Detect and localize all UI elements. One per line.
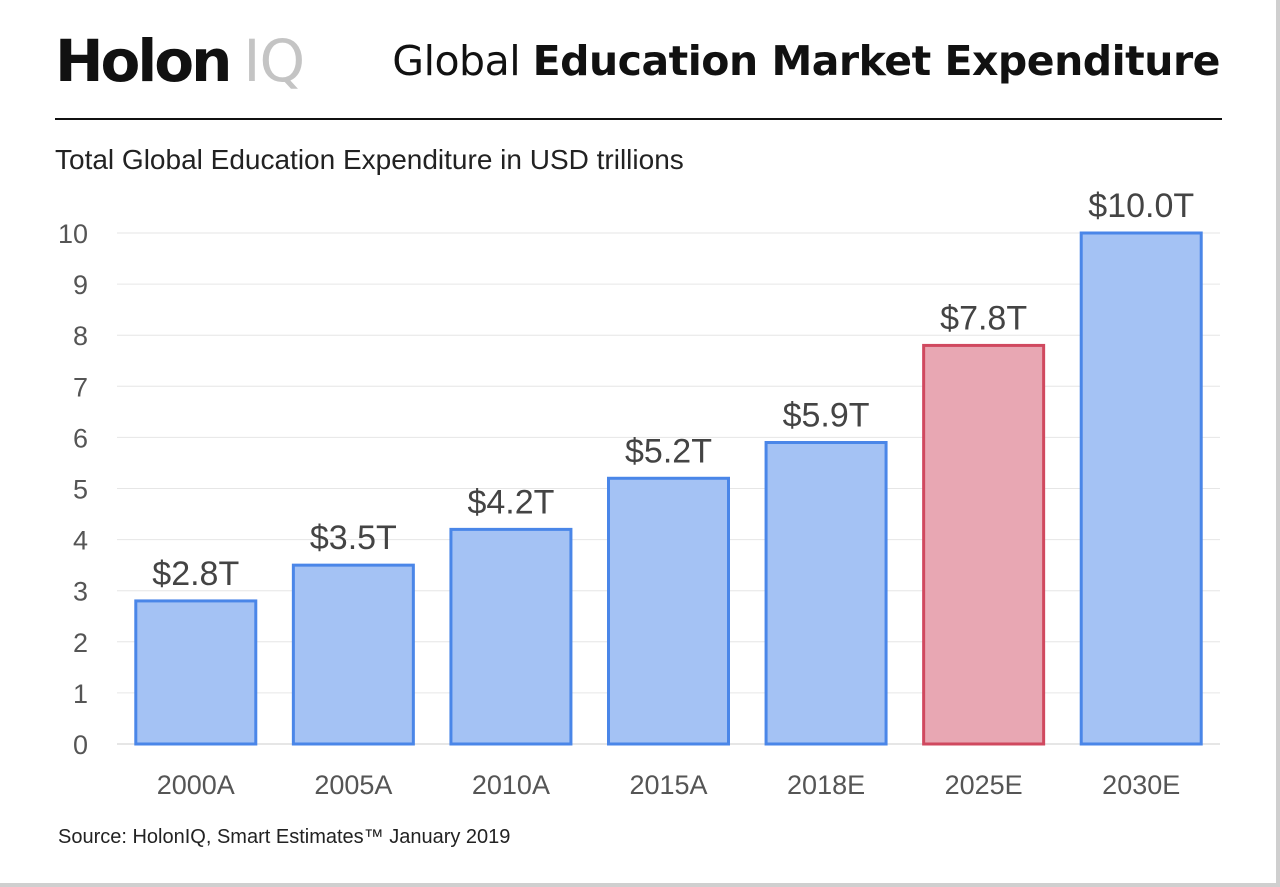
source-note: Source: HolonIQ, Smart Estimates™ Januar… — [58, 826, 511, 848]
data-label: $5.2T — [625, 432, 712, 470]
y-tick-label: 9 — [73, 270, 88, 300]
bar — [449, 527, 573, 746]
data-label: $2.8T — [152, 555, 239, 593]
x-tick-label: 2018E — [787, 770, 865, 800]
y-tick-label: 5 — [73, 475, 88, 505]
y-tick-label: 6 — [73, 423, 88, 453]
y-tick-label: 3 — [73, 577, 88, 607]
headline-bold: Education Market Expenditure — [532, 37, 1221, 85]
chart-subtitle: Total Global Education Expenditure in US… — [55, 144, 684, 175]
data-label: $5.9T — [783, 397, 870, 435]
y-tick-label: 8 — [73, 321, 88, 351]
y-tick-label: 0 — [73, 730, 88, 760]
bar — [764, 441, 888, 746]
header-divider — [55, 118, 1222, 120]
y-tick-label: 10 — [58, 219, 88, 249]
data-label: $4.2T — [467, 483, 554, 521]
logo-wordmark: Holon — [55, 27, 232, 95]
chart-headline: Global Education Market Expenditure — [392, 34, 1220, 88]
y-tick-label: 2 — [73, 628, 88, 658]
bar — [134, 599, 258, 746]
x-tick-label: 2015A — [629, 770, 707, 800]
x-tick-label: 2030E — [1102, 770, 1180, 800]
x-tick-label: 2010A — [472, 770, 550, 800]
bar — [607, 476, 730, 746]
x-tick-label: 2005A — [314, 770, 392, 800]
holoniq-logo: Holon IQ — [55, 26, 305, 96]
data-label: $3.5T — [310, 519, 397, 557]
bar — [922, 343, 1046, 746]
headline-light: Global — [392, 37, 521, 85]
x-tick-label: 2025E — [945, 770, 1023, 800]
logo-suffix: IQ — [243, 27, 305, 95]
y-tick-label: 4 — [73, 526, 88, 556]
x-tick-label: 2000A — [157, 770, 235, 800]
y-tick-label: 7 — [73, 372, 88, 402]
bar — [291, 563, 415, 746]
bar — [1079, 231, 1203, 746]
data-label: $7.8T — [940, 299, 1027, 337]
y-tick-label: 1 — [73, 679, 88, 709]
data-label: $10.0T — [1088, 187, 1194, 225]
